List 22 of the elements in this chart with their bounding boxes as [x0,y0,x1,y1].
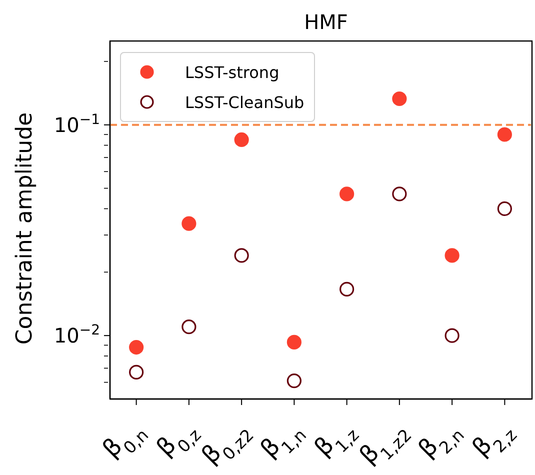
point [182,216,196,231]
chart-title: HMF [303,10,349,34]
y-tick-label: 10$^{−2}$ [54,322,100,348]
point [497,201,512,216]
point [392,186,407,202]
point [234,132,249,148]
point [286,374,302,388]
point [444,328,460,343]
y-tick-label: 10$^{−1}$ [54,112,100,137]
point [129,340,144,355]
legend-label: LSST-strong [185,62,280,82]
point [444,248,460,263]
point [182,320,196,334]
point [286,334,302,350]
legend-label: LSST-CleanSub [185,92,304,112]
y-axis-title: Constraint amplitude [12,112,38,344]
point [234,248,249,263]
point [129,364,144,380]
point [340,282,354,296]
point [392,91,407,106]
point [340,186,354,202]
point [497,127,512,142]
